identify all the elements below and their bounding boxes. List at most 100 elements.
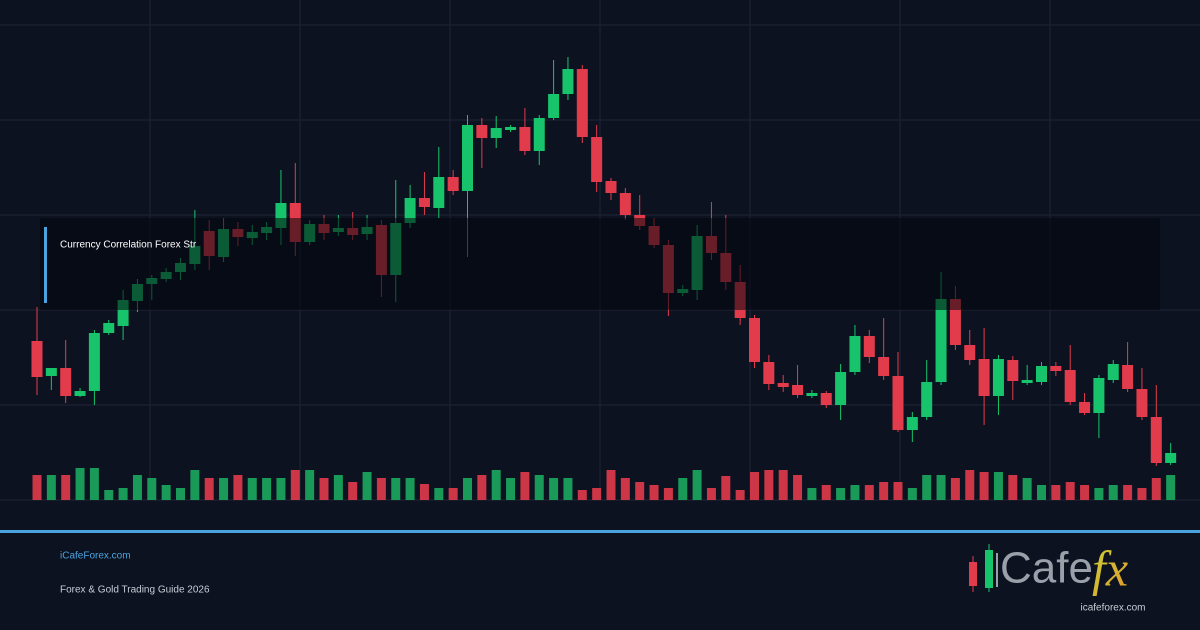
volume-bar: [75, 468, 85, 500]
volume-bar: [391, 478, 401, 500]
candle-body: [88, 333, 100, 391]
volume-bar: [821, 485, 831, 500]
candle-body: [763, 362, 775, 384]
overlay-text: Currency Correlation Forex Str: [60, 240, 197, 251]
candle-body: [978, 359, 990, 396]
candle-body: [1050, 366, 1062, 371]
candle-body: [892, 376, 904, 430]
candle-body: [519, 127, 531, 151]
candle-body: [964, 345, 976, 360]
volume-bar: [376, 478, 386, 500]
volume-bar: [950, 478, 960, 500]
volume-bar: [419, 484, 429, 500]
volume-bar: [305, 470, 315, 500]
volume-bar: [520, 472, 530, 500]
volume-bar: [893, 482, 903, 500]
candle-body: [45, 368, 57, 376]
candle-body: [1079, 402, 1091, 413]
volume-bar: [46, 475, 56, 500]
candle-body: [619, 193, 631, 215]
volume-bar: [477, 475, 487, 500]
volume-bar: [922, 475, 932, 500]
site-link: iCafeForex.com: [60, 551, 131, 562]
volume-bar: [104, 490, 114, 500]
candle-body: [863, 336, 875, 357]
candle-body: [562, 69, 574, 94]
volume-bar: [161, 485, 171, 500]
candle-body: [878, 357, 890, 376]
volume-bar: [190, 470, 200, 500]
volume-bar: [1137, 488, 1147, 500]
volume-bar: [793, 475, 803, 500]
volume-bar: [750, 472, 759, 500]
candle-body: [60, 368, 72, 396]
volume-bar: [549, 478, 559, 500]
candle-body: [1064, 370, 1076, 402]
volume-bar: [993, 472, 1003, 500]
accent-bar: [44, 227, 47, 303]
volume-bar: [721, 476, 731, 500]
volume-bar: [448, 488, 458, 500]
candle-body: [935, 299, 947, 382]
candle-body: [404, 198, 416, 223]
volume-bar: [577, 490, 587, 500]
candle-body: [605, 181, 617, 193]
candle-body: [949, 299, 961, 345]
candle-body: [1136, 389, 1148, 417]
volume-bar: [319, 478, 329, 500]
candle-body: [103, 323, 115, 333]
candle-body: [1107, 364, 1119, 380]
candle-body: [992, 359, 1004, 396]
volume-bar: [290, 470, 300, 500]
candle-body: [1165, 453, 1177, 463]
candle-body: [117, 300, 129, 326]
candle-body: [533, 118, 545, 151]
volume-bar: [1123, 485, 1133, 500]
volume-bar: [434, 488, 444, 500]
candle-body: [476, 125, 488, 138]
volume-bar: [276, 478, 286, 500]
divider: [0, 530, 1200, 533]
volume-bar: [534, 475, 544, 500]
volume-bar: [118, 488, 128, 500]
volume-bar: [907, 488, 917, 500]
overlay-panel: [40, 218, 1160, 310]
volume-bar: [1008, 475, 1018, 500]
candle-body: [275, 203, 287, 228]
candle-body: [462, 125, 473, 191]
candle-body: [1093, 378, 1105, 413]
volume-bar: [1094, 488, 1104, 500]
logo-url: icafeforex.com: [1080, 603, 1145, 614]
volume-bar: [233, 475, 243, 500]
candle-body: [433, 177, 445, 208]
candle-body: [1150, 417, 1162, 463]
volume-bar: [1108, 485, 1118, 500]
volume-bar: [1037, 485, 1046, 500]
volume-bar: [692, 470, 702, 500]
logo: Cafe fx icafeforex.com: [969, 540, 1146, 614]
volume-bar: [362, 472, 372, 500]
volume-bar: [592, 488, 602, 500]
volume-bar: [132, 475, 142, 500]
subtitle: Forex & Gold Trading Guide 2026: [60, 585, 210, 596]
volume-bar: [1022, 478, 1032, 500]
volume-bar: [965, 470, 975, 500]
candle-body: [576, 69, 588, 137]
volume-bar: [735, 490, 745, 500]
volume-bar: [491, 470, 501, 500]
candle-body: [74, 391, 86, 396]
candle-body: [906, 417, 918, 430]
candle-body: [792, 385, 804, 395]
volume-bar: [635, 482, 645, 500]
volume-bar: [247, 478, 257, 500]
candle-body: [1122, 365, 1134, 389]
volume-bar: [1080, 485, 1090, 500]
volume-bar: [348, 482, 358, 500]
volume-bar: [706, 488, 716, 500]
volume-bar: [333, 475, 343, 500]
volume-bar: [89, 468, 99, 500]
volume-bar: [778, 470, 788, 500]
volume-bar: [649, 485, 659, 500]
volume-bar: [1166, 475, 1176, 500]
candle-body: [1036, 366, 1047, 382]
